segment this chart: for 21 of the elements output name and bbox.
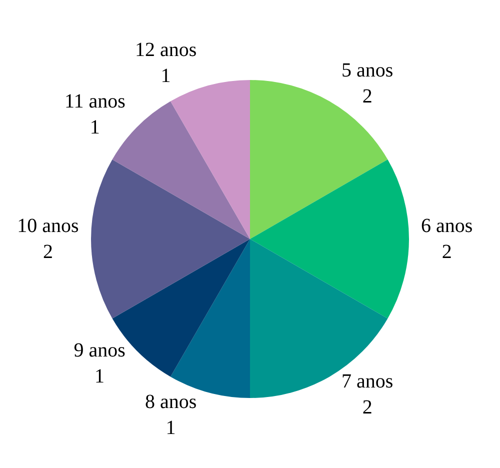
slice-label: 6 anos (421, 215, 473, 237)
data-label: 2 (362, 85, 372, 108)
pie-slice (250, 160, 409, 318)
pie-slice (170, 239, 250, 398)
slice-label: 8 anos (144, 390, 197, 413)
data-label: 2 (362, 396, 372, 419)
slice-label: 9 anos (74, 339, 126, 362)
slice-label: 11 anos (64, 90, 126, 113)
pie-slice (170, 80, 250, 239)
data-label: 2 (442, 241, 452, 263)
slice-label: 12 anos (134, 39, 197, 62)
slice-label: 5 anos (342, 59, 394, 82)
slice-label: 10 anos (17, 215, 79, 237)
slice-label: 7 anos (342, 370, 394, 393)
data-label: 1 (166, 416, 176, 439)
pie-slice (91, 160, 250, 318)
data-label: 2 (42, 241, 53, 263)
data-label: 1 (94, 365, 105, 388)
pie-slice (250, 80, 388, 239)
data-label: 1 (160, 65, 171, 88)
data-label: 1 (90, 116, 100, 139)
